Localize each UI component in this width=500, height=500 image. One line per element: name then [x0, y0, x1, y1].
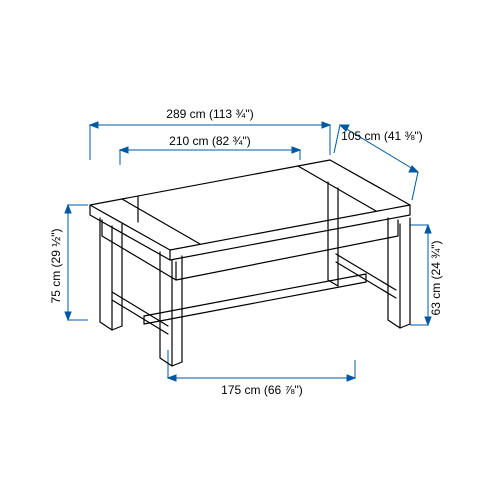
label-length-full: 289 cm (113 ¾")	[166, 107, 253, 121]
dim-width: 105 cm (41 ⅜")	[334, 125, 423, 200]
label-stretcher: 175 cm (66 ⅞")	[221, 383, 303, 397]
label-length-inner: 210 cm (82 ¾")	[169, 134, 251, 148]
dimension-diagram: 289 cm (113 ¾") 210 cm (82 ¾") 105 cm (4…	[0, 0, 500, 500]
dim-stretcher: 175 cm (66 ⅞")	[168, 350, 355, 397]
label-height-under: 63 cm (24 ¾")	[429, 241, 443, 316]
table-drawing	[90, 160, 410, 366]
dim-height-full: 75 cm (29 ½")	[49, 205, 88, 320]
dim-height-under: 63 cm (24 ¾")	[410, 225, 443, 325]
dim-length-inner: 210 cm (82 ¾")	[120, 134, 300, 165]
label-height-full: 75 cm (29 ½")	[49, 229, 63, 304]
label-width: 105 cm (41 ⅜")	[341, 129, 423, 143]
